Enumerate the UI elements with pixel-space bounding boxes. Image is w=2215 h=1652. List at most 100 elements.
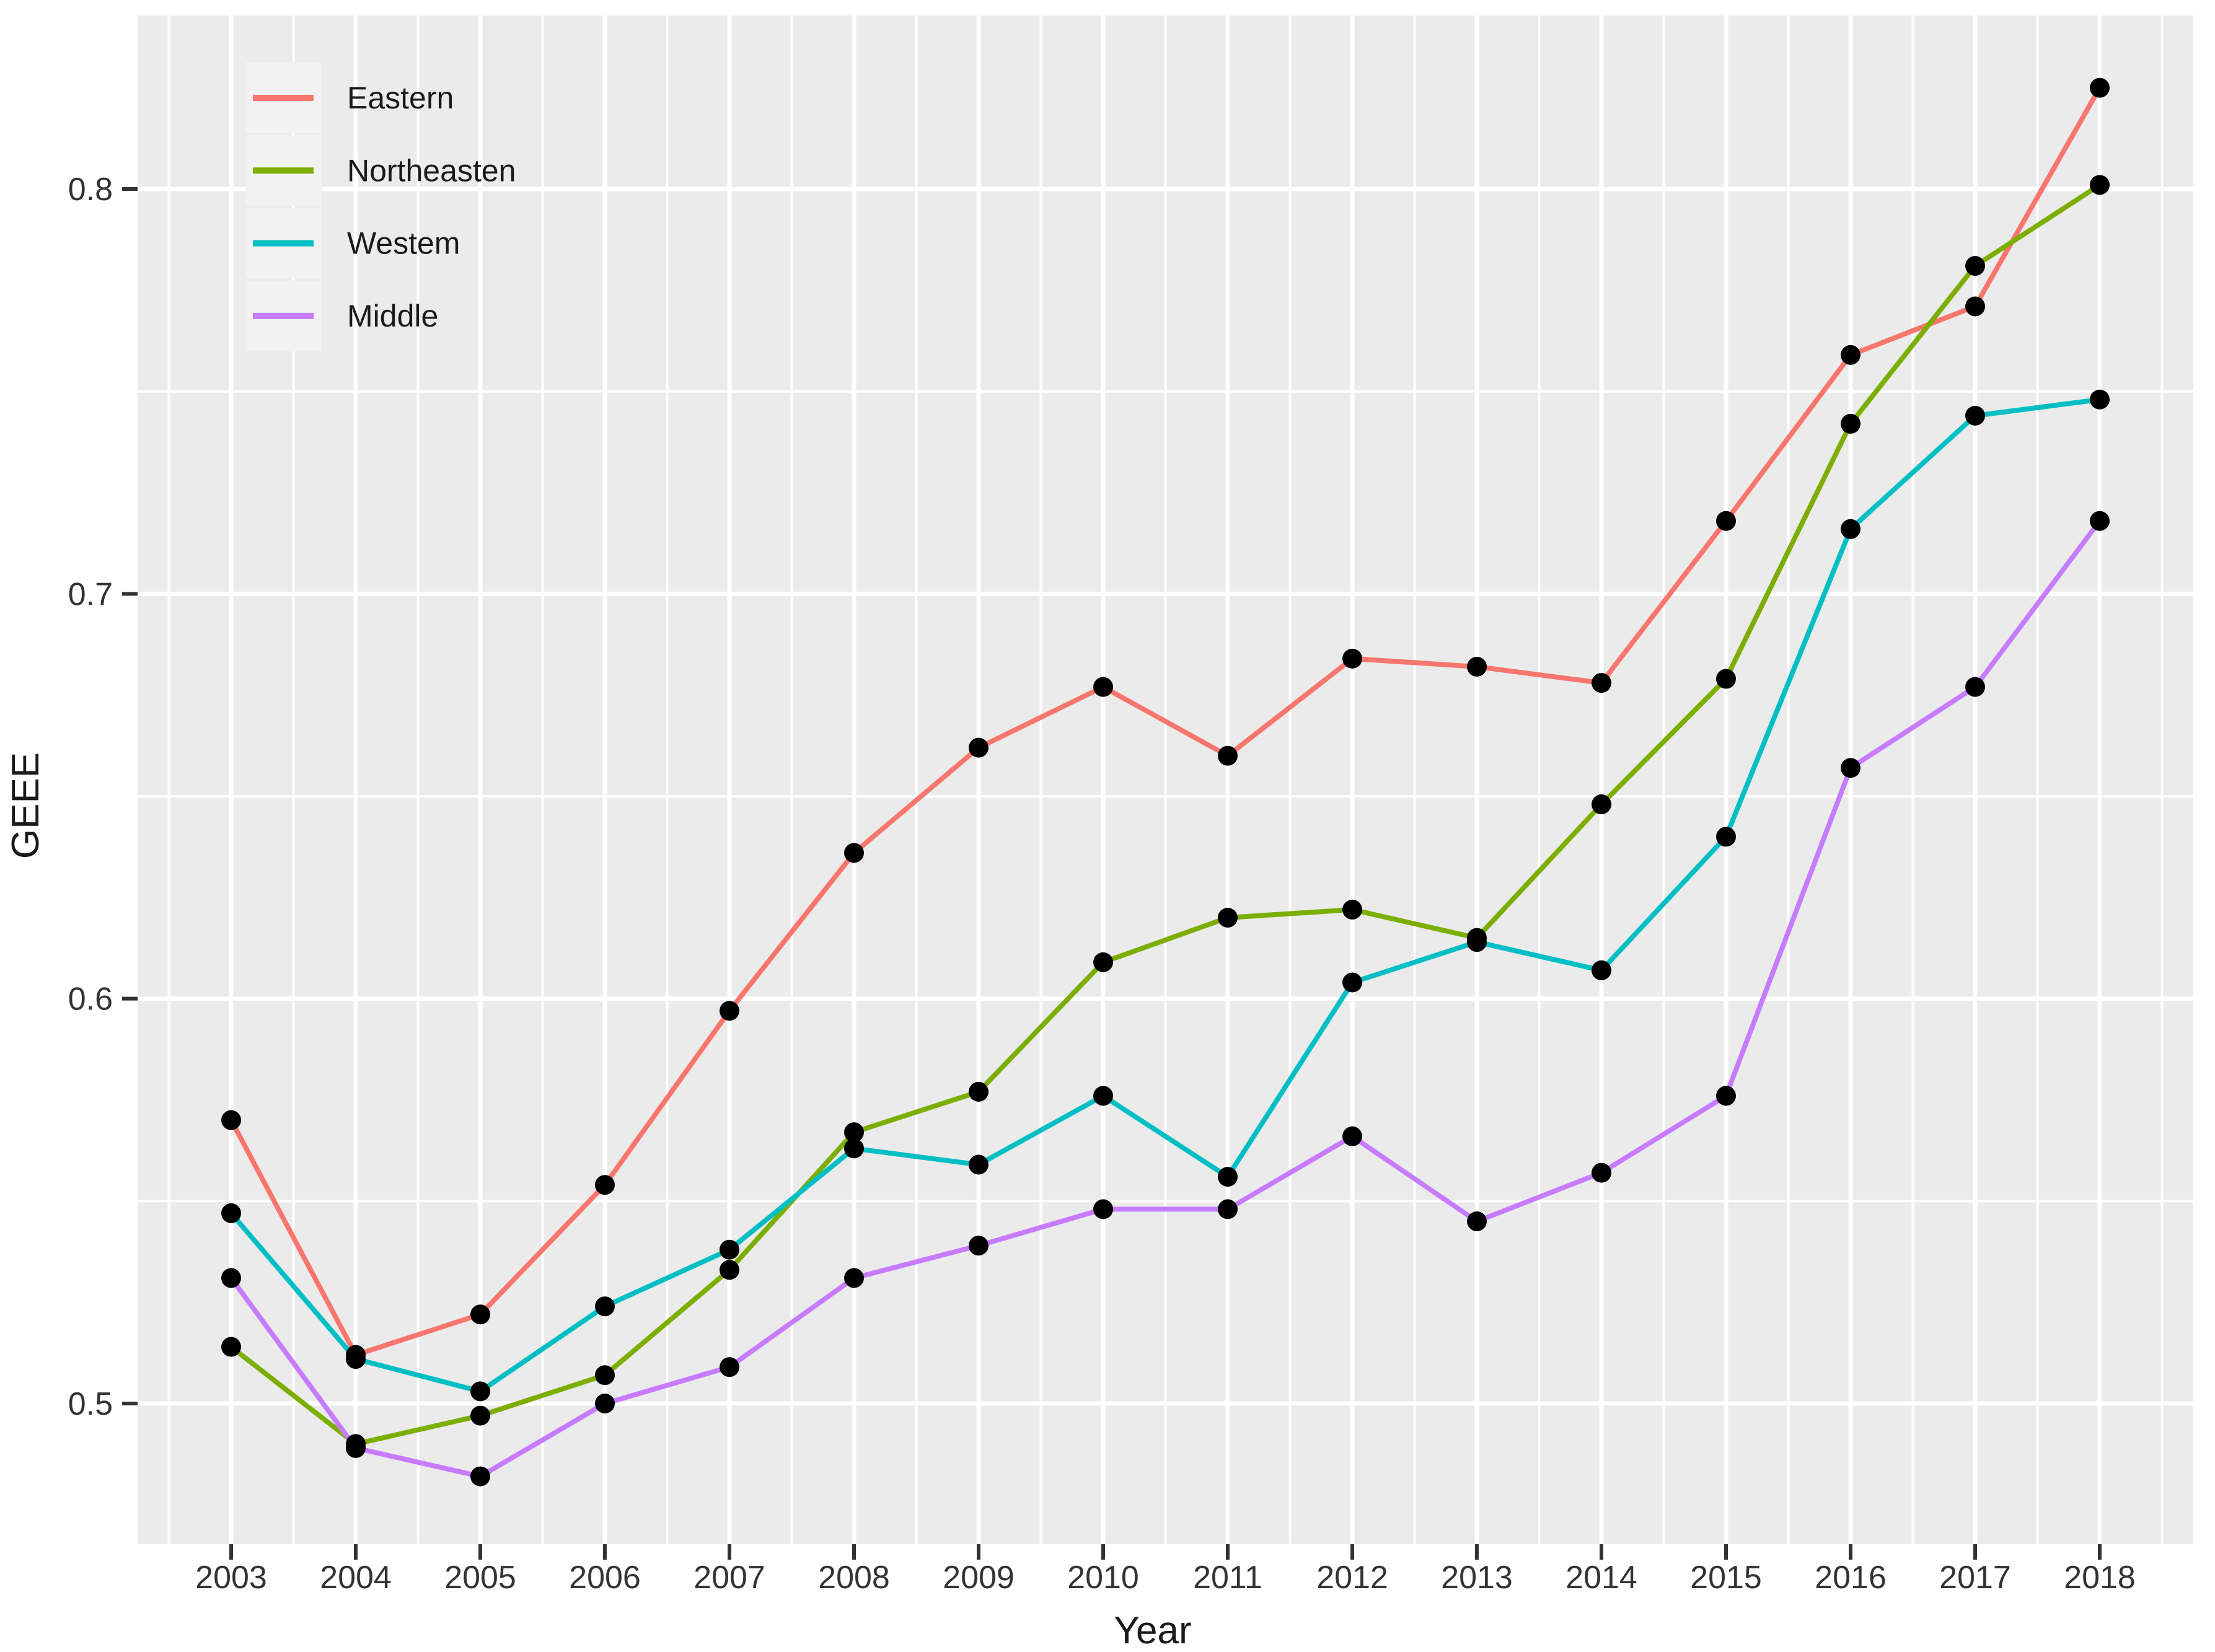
data-point	[1841, 758, 1861, 778]
data-point	[1093, 952, 1113, 972]
data-point	[844, 1138, 864, 1159]
data-point	[1467, 656, 1487, 677]
data-point	[1716, 511, 1736, 531]
data-point	[1965, 677, 1985, 697]
data-point	[470, 1304, 490, 1325]
data-point	[1467, 932, 1487, 952]
data-point	[346, 1438, 366, 1458]
data-point	[221, 1268, 241, 1288]
data-point	[720, 1357, 739, 1377]
series-line-eastern	[229, 85, 2102, 1358]
data-point	[470, 1466, 490, 1487]
x-axis: 2003 2004 2005 2006 2007 2008 2009 2010 2011 2012…	[195, 1544, 2136, 1596]
x-tick-label: 2016	[1815, 1560, 1887, 1596]
legend-item-northeasten: Northeasten	[245, 135, 516, 206]
series-line-westem	[229, 397, 2102, 1394]
data-point	[1342, 648, 1362, 669]
x-tick-label: 2003	[195, 1560, 267, 1596]
series-lines	[229, 85, 2102, 1479]
data-point	[969, 737, 989, 758]
data-points	[221, 77, 2110, 1487]
data-point	[1841, 413, 1861, 434]
y-tick-label: 0.7	[68, 576, 113, 612]
data-point	[1716, 1086, 1736, 1106]
data-point	[595, 1365, 615, 1386]
data-point	[844, 1268, 864, 1288]
data-point	[1965, 296, 1985, 317]
data-point	[1218, 1199, 1238, 1219]
data-point	[720, 1239, 739, 1260]
data-point	[844, 1122, 864, 1143]
data-point	[1342, 899, 1362, 920]
data-point	[2090, 389, 2110, 410]
data-point	[720, 1260, 739, 1280]
data-point	[346, 1349, 366, 1369]
x-tick-label: 2008	[818, 1560, 890, 1596]
legend-label: Middle	[347, 299, 438, 333]
data-point	[1841, 519, 1861, 539]
x-tick-label: 2004	[320, 1560, 392, 1596]
x-tick-label: 2005	[444, 1560, 516, 1596]
data-point	[1342, 1126, 1362, 1146]
data-point	[844, 843, 864, 863]
major-gridlines	[138, 15, 2193, 1544]
data-point	[1093, 1199, 1113, 1219]
data-point	[1093, 1086, 1113, 1106]
legend-label: Eastern	[347, 81, 454, 115]
legend-item-eastern: Eastern	[245, 63, 454, 133]
legend: Eastern Northeasten Westem Middle	[245, 63, 516, 351]
data-point	[1841, 345, 1861, 365]
data-point	[1093, 677, 1113, 697]
legend-label: Westem	[347, 226, 460, 261]
data-point	[2090, 175, 2110, 195]
series-line-northeasten	[229, 182, 2102, 1447]
data-point	[595, 1296, 615, 1317]
data-point	[221, 1110, 241, 1130]
x-tick-label: 2018	[2064, 1560, 2136, 1596]
data-point	[470, 1405, 490, 1426]
data-point	[595, 1175, 615, 1195]
x-tick-label: 2012	[1316, 1560, 1388, 1596]
data-point	[1592, 1162, 1611, 1183]
y-tick-label: 0.6	[68, 982, 113, 1017]
data-point	[1467, 1211, 1487, 1231]
data-point	[969, 1236, 989, 1256]
x-tick-label: 2015	[1690, 1560, 1762, 1596]
data-point	[720, 1001, 739, 1021]
y-tick-label: 0.8	[68, 172, 113, 208]
x-tick-label: 2011	[1193, 1560, 1262, 1596]
y-axis: 0.5 0.6 0.7 0.8	[68, 172, 138, 1422]
data-point	[1592, 794, 1611, 815]
x-axis-title: Year	[1114, 1609, 1191, 1652]
data-point	[1592, 960, 1611, 980]
data-point	[595, 1393, 615, 1413]
data-point	[1218, 1167, 1238, 1187]
x-tick-label: 2007	[694, 1560, 765, 1596]
data-point	[1716, 669, 1736, 689]
legend-item-middle: Middle	[245, 280, 438, 351]
data-point	[1592, 673, 1611, 693]
data-point	[1218, 907, 1238, 928]
data-point	[969, 1081, 989, 1102]
data-point	[1965, 405, 1985, 426]
data-point	[221, 1337, 241, 1357]
x-tick-label: 2010	[1067, 1560, 1139, 1596]
legend-item-westem: Westem	[245, 208, 460, 279]
x-tick-label: 2013	[1441, 1560, 1513, 1596]
data-point	[221, 1203, 241, 1223]
data-point	[1716, 827, 1736, 847]
y-axis-title: GEEE	[4, 752, 47, 859]
data-point	[1342, 972, 1362, 993]
series-line-middle	[229, 518, 2102, 1479]
data-point	[969, 1154, 989, 1175]
y-tick-label: 0.5	[68, 1386, 113, 1422]
data-point	[1965, 256, 1985, 276]
x-tick-label: 2009	[943, 1560, 1015, 1596]
x-tick-label: 2017	[1939, 1560, 2011, 1596]
legend-label: Northeasten	[347, 153, 516, 188]
data-point	[2090, 77, 2110, 98]
data-point	[470, 1381, 490, 1402]
data-point	[1218, 745, 1238, 766]
